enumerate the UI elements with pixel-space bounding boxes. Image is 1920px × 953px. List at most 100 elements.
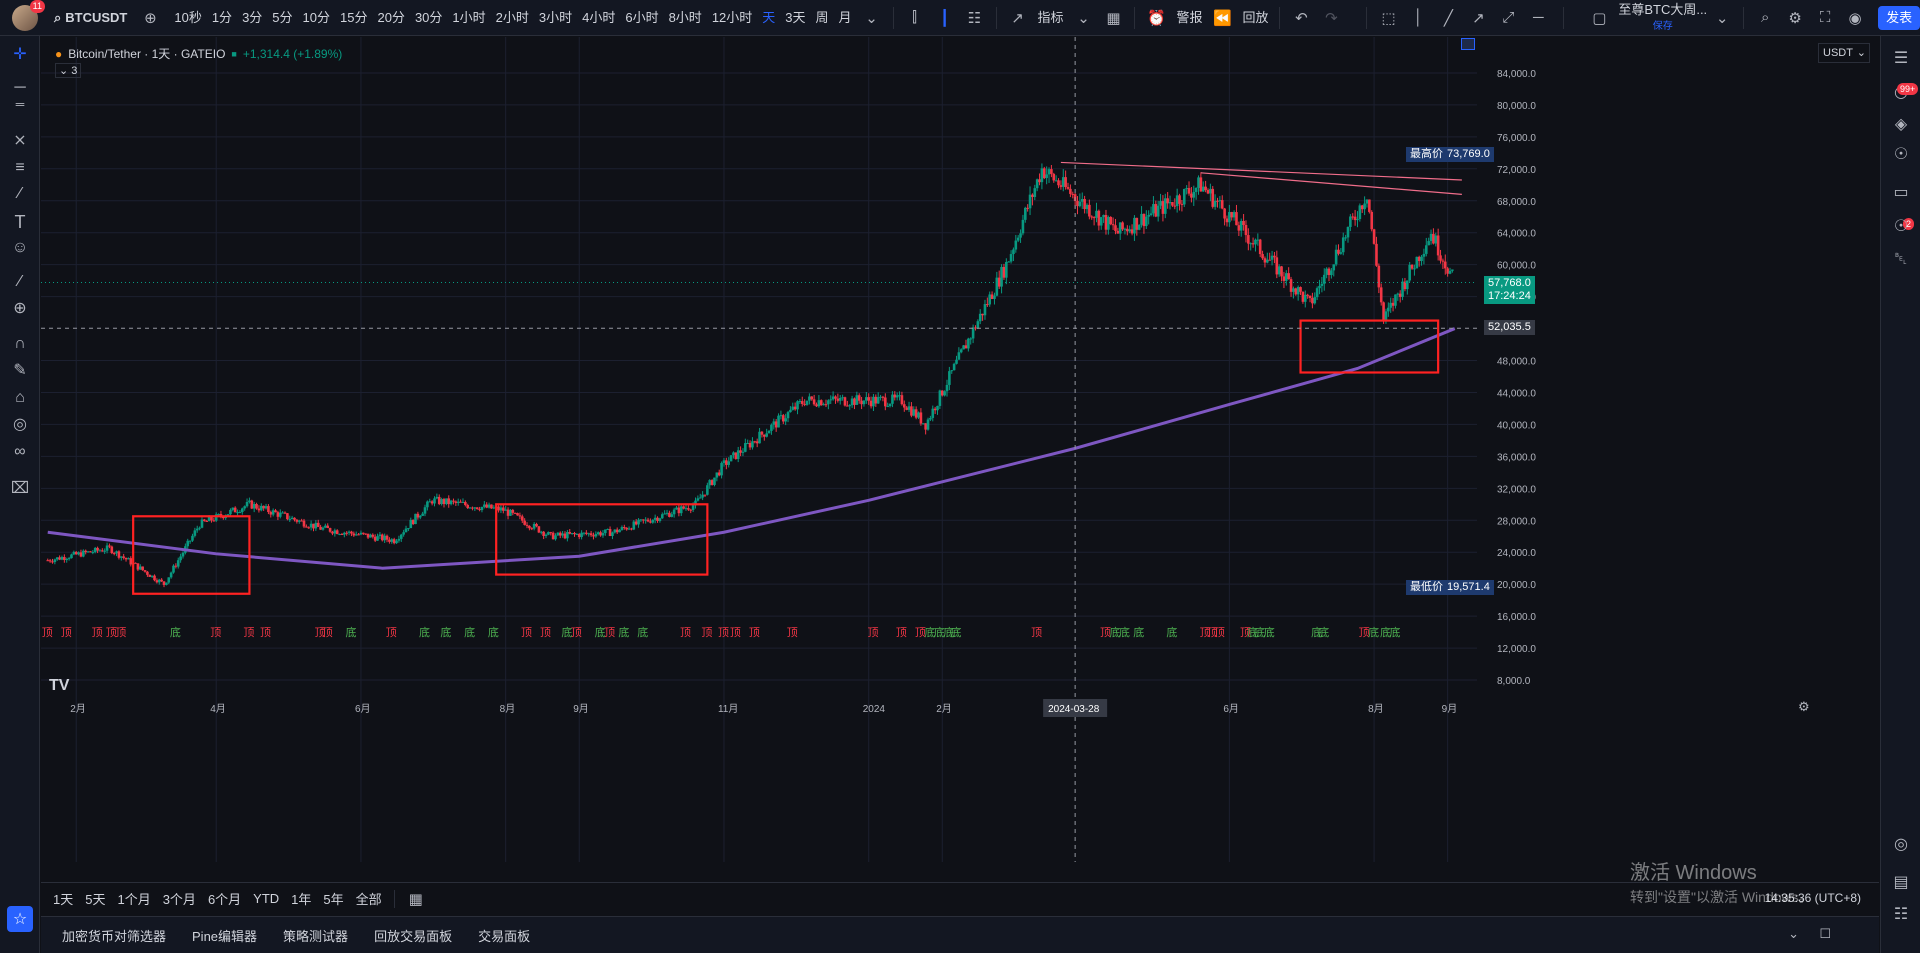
eye-icon[interactable]: ◎ xyxy=(13,416,27,433)
symbol-search[interactable]: ⌕ BTCUSDT xyxy=(54,10,127,26)
fib-icon[interactable]: ≡ xyxy=(15,159,25,176)
range-option[interactable]: 1天 xyxy=(53,892,74,907)
interval-option[interactable]: 10秒 xyxy=(174,9,202,25)
watchlist-icon[interactable]: ☰ xyxy=(1893,50,1909,67)
chart-style-icon[interactable]: ☷ xyxy=(967,9,982,27)
range-option[interactable]: 1个月 xyxy=(117,892,151,907)
maximize-panel-icon[interactable]: ☐ xyxy=(1819,926,1831,941)
bottom-tab[interactable]: 策略测试器 xyxy=(283,928,349,944)
lock-icon[interactable]: ⌂ xyxy=(15,389,25,406)
interval-option[interactable]: 2小时 xyxy=(495,9,529,25)
interval-option[interactable]: 20分 xyxy=(377,9,405,25)
notifications-bell-icon[interactable]: ␇ xyxy=(1894,251,1908,268)
scale-settings-icon[interactable]: ⚙ xyxy=(1798,699,1810,714)
compare-add-icon[interactable]: ⊕ xyxy=(144,9,157,27)
bottom-tab[interactable]: 交易面板 xyxy=(478,928,531,944)
layout-icon[interactable]: ▢ xyxy=(1592,9,1607,27)
interval-option[interactable]: 1小时 xyxy=(452,9,486,25)
ruler-icon[interactable]: ∕ xyxy=(18,273,22,290)
horizontal-line-tool-icon[interactable]: ═ xyxy=(15,97,25,111)
interval-option[interactable]: 月 xyxy=(838,9,852,25)
alert-button[interactable]: 警报 xyxy=(1176,9,1203,25)
interval-option[interactable]: 3小时 xyxy=(538,9,573,25)
brush-icon[interactable]: ∕ xyxy=(18,185,22,202)
help-icon[interactable]: ☷ xyxy=(1893,906,1909,923)
undo-icon[interactable]: ↶ xyxy=(1295,9,1308,27)
horizontal-line-icon[interactable]: ─ xyxy=(1533,9,1544,26)
interval-option[interactable]: 6小时 xyxy=(625,9,659,25)
interval-option[interactable]: 4小时 xyxy=(582,9,616,25)
interval-option[interactable]: 15分 xyxy=(340,9,368,25)
favorites-star-icon[interactable]: ☆ xyxy=(7,906,33,932)
fullscreen-icon[interactable]: ⛶ xyxy=(1819,9,1831,26)
chevron-down-icon[interactable]: ⌄ xyxy=(1077,9,1090,27)
range-option[interactable]: 5天 xyxy=(85,892,106,907)
emoji-icon[interactable]: ☺ xyxy=(11,239,29,256)
interval-option[interactable]: 10分 xyxy=(302,9,330,25)
user-avatar[interactable]: 11 xyxy=(12,0,45,31)
ray-icon[interactable]: ↗ xyxy=(1472,9,1485,27)
candle-type-icon[interactable]: ⫿ xyxy=(912,9,917,26)
alert-icon[interactable]: ⏰ xyxy=(1147,9,1166,27)
indicators-icon[interactable]: ↗ xyxy=(1011,9,1024,27)
range-option[interactable]: 1年 xyxy=(291,892,312,907)
magnet-icon[interactable]: ∩ xyxy=(14,335,26,352)
bar-type-icon[interactable]: ┃ xyxy=(940,9,950,27)
camera-icon[interactable]: ◉ xyxy=(1848,9,1862,27)
settings-icon[interactable]: ⚙ xyxy=(1788,9,1802,27)
currency-selector[interactable]: USDT ⌄ xyxy=(1818,43,1870,63)
layout-name-button[interactable]: 至尊BTC大周... 保存 xyxy=(1618,3,1707,33)
interval-option[interactable]: 3分 xyxy=(242,9,263,25)
price-chart[interactable]: 顶顶顶顶顶底顶顶顶顶顶底顶底底底底顶顶底顶 底顶底底顶顶顶顶顶顶顶顶顶底底底底顶顶… xyxy=(41,37,1879,882)
interval-option[interactable]: 1分 xyxy=(211,9,233,25)
indicators-button[interactable]: 指标 xyxy=(1037,9,1064,25)
redo-icon[interactable]: ↷ xyxy=(1325,9,1338,27)
interval-option[interactable]: 天 xyxy=(762,9,776,25)
replay-icon[interactable]: ⏪ xyxy=(1213,9,1232,27)
interval-option[interactable]: 30分 xyxy=(414,9,443,25)
streams-icon[interactable]: ☉ xyxy=(1893,218,1909,235)
pitchfork-icon[interactable]: ⨯ xyxy=(13,132,27,149)
indicator-count-toggle[interactable]: ⌄ 3 xyxy=(55,63,82,78)
layers-icon[interactable]: ◈ xyxy=(1894,116,1908,133)
chevron-down-icon[interactable]: ⌄ xyxy=(1715,9,1729,27)
range-option[interactable]: YTD xyxy=(253,891,280,906)
interval-option[interactable]: 5分 xyxy=(272,9,293,25)
text-icon[interactable]: T xyxy=(14,211,26,232)
zoom-icon[interactable]: ⊕ xyxy=(13,300,27,317)
interval-option[interactable]: 8小时 xyxy=(668,9,702,25)
replay-button[interactable]: 回放 xyxy=(1242,9,1269,25)
interval-option[interactable]: 12小时 xyxy=(711,9,753,25)
quick-search-icon[interactable]: ⌕ xyxy=(1760,9,1770,26)
range-option[interactable]: 6个月 xyxy=(207,892,242,907)
trash-icon[interactable]: ⌧ xyxy=(10,480,30,497)
bottom-tab[interactable]: 回放交易面板 xyxy=(374,928,453,944)
chevron-down-icon[interactable]: ⌄ xyxy=(1788,926,1799,941)
extended-line-icon[interactable]: ⤢ xyxy=(1502,9,1515,26)
ideas-bulb-icon[interactable]: ☉ xyxy=(1893,146,1909,163)
chart-pane[interactable]: 顶顶顶顶顶底顶顶顶顶顶底顶底底底底顶顶底顶底顶底底顶顶顶顶顶顶顶顶顶底底底底顶顶… xyxy=(41,37,1879,882)
scale-mode-icon[interactable] xyxy=(1461,38,1475,50)
go-to-date-icon[interactable]: ▦ xyxy=(408,890,423,908)
publish-button[interactable]: 发表 xyxy=(1878,5,1920,30)
bottom-tab[interactable]: Pine编辑器 xyxy=(192,928,258,944)
chevron-down-icon[interactable]: ⌄ xyxy=(865,9,878,27)
bottom-tab[interactable]: 加密货币对筛选器 xyxy=(62,928,167,944)
crosshair-icon[interactable]: ✛ xyxy=(13,46,27,63)
clock-timezone[interactable]: 14:35:36 (UTC+8) xyxy=(1764,891,1861,905)
range-option[interactable]: 3个月 xyxy=(162,892,196,907)
select-rect-icon[interactable]: ⬚ xyxy=(1381,9,1396,27)
templates-icon[interactable]: ▦ xyxy=(1106,9,1121,27)
calendar-icon[interactable]: ▤ xyxy=(1893,874,1909,891)
interval-option[interactable]: 3天 xyxy=(785,9,806,25)
vertical-line-icon[interactable]: │ xyxy=(1413,9,1424,26)
link-icon[interactable]: ∞ xyxy=(14,443,26,460)
interval-option[interactable]: 周 xyxy=(815,9,829,25)
range-option[interactable]: 5年 xyxy=(323,892,344,907)
range-option[interactable]: 全部 xyxy=(355,892,382,907)
trend-line-tool-icon[interactable]: ─ xyxy=(14,79,26,96)
drawing-mode-icon[interactable]: ✎ xyxy=(13,362,27,379)
chat-icon[interactable]: ▭ xyxy=(1893,184,1909,201)
trend-line-icon[interactable]: ╱ xyxy=(1443,9,1453,27)
dom-icon[interactable]: ◎ xyxy=(1894,836,1908,853)
